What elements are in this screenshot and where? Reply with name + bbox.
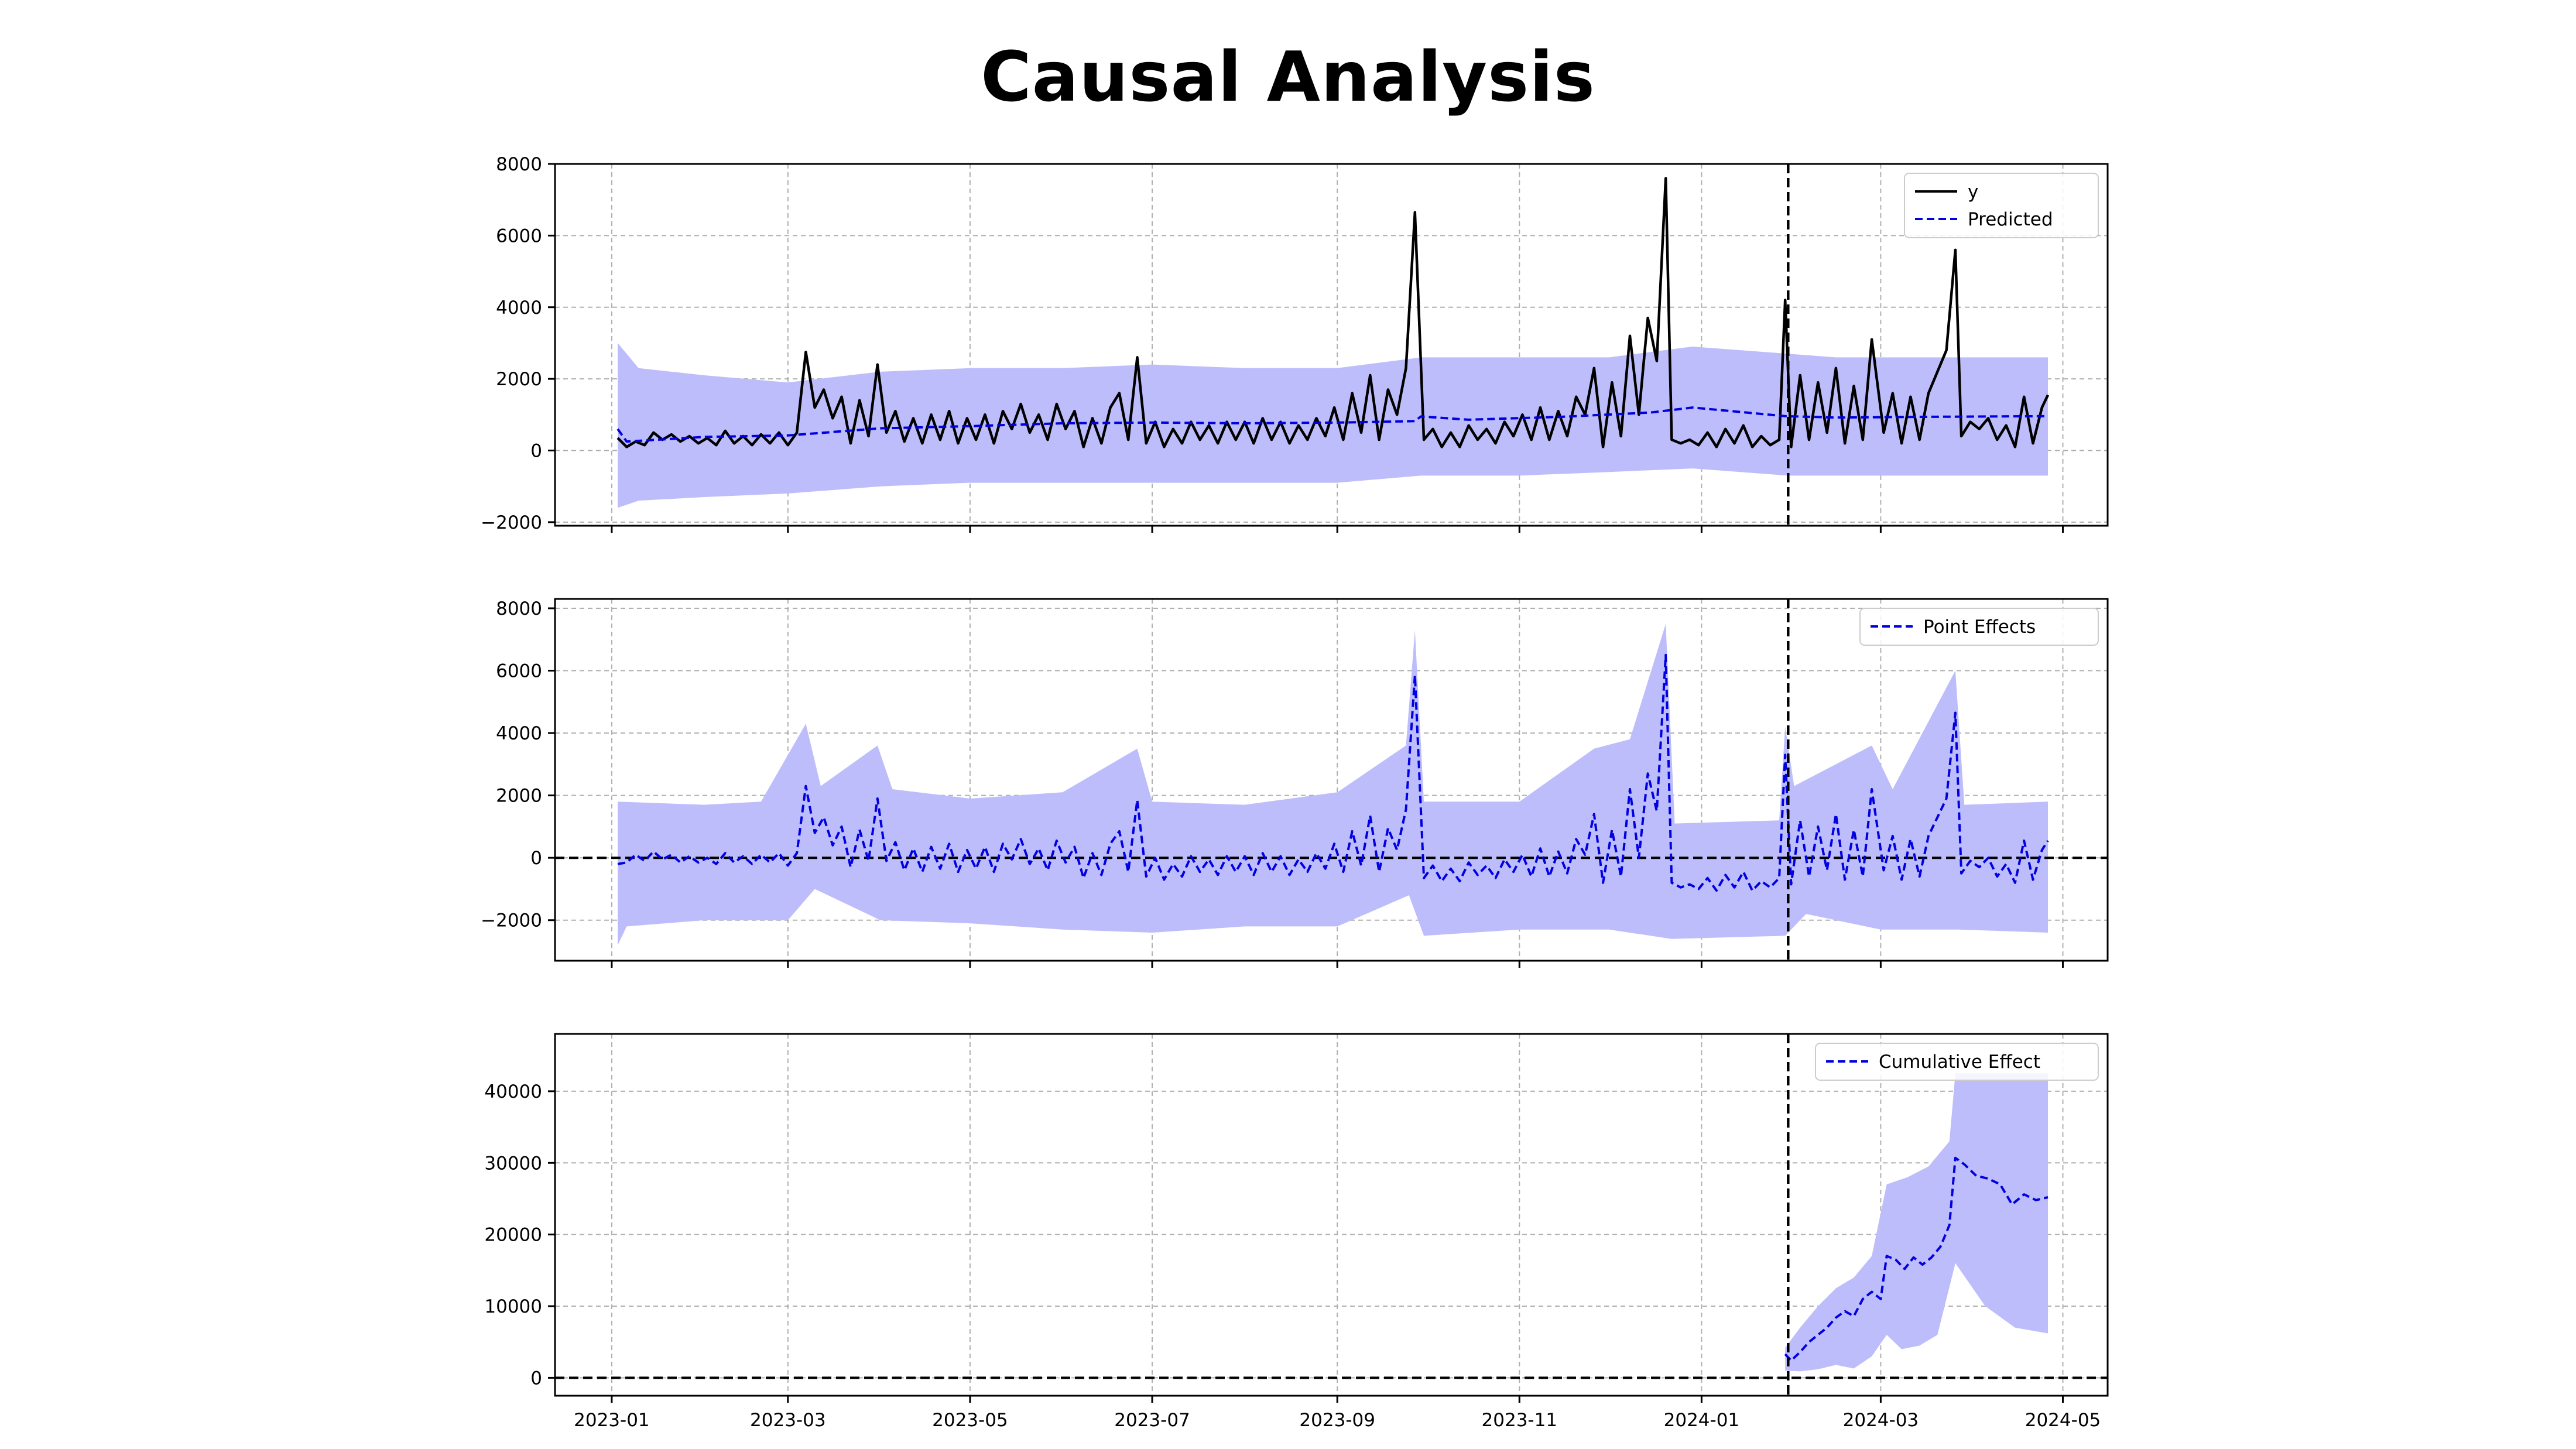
legend: Cumulative Effect [1815,1043,2099,1081]
legend-box [1859,608,2099,646]
y-tick-label: 8000 [496,598,542,619]
y-tick-label: −2000 [481,910,542,931]
y-tick-label: 6000 [496,661,542,682]
x-tick-label: 2024-03 [1843,1410,1919,1431]
series-line-cumulative-effect [1784,1156,2049,1362]
x-tick-label: 2024-01 [1664,1410,1740,1431]
axes-frame [554,1033,2109,1397]
legend: y Predicted [1904,173,2099,238]
panel-cumulative-effect: 0 10000 20000 30000 40000 2023-01 2023-03 2023-… [484,1033,2109,1431]
confidence-band [618,342,2048,508]
legend: Point Effects [1859,608,2099,646]
y-tick-label: 2000 [496,786,542,807]
legend-box [1904,173,2099,238]
confidence-band [618,624,2048,946]
y-tick-label: 0 [530,441,542,462]
y-tick-label: −2000 [481,512,542,533]
y-tick-label: 0 [530,848,542,869]
axes-frame [554,598,2109,962]
panel-point-effects: −2000 0 2000 4000 6000 8000 Point Effects [481,598,2109,968]
y-tick-label: 10000 [484,1296,542,1317]
axes-frame [554,163,2109,527]
legend-label: Predicted [1968,209,2053,230]
x-tick-label: 2023-01 [574,1410,650,1431]
confidence-band [1785,1073,2048,1372]
y-tick-label: 40000 [484,1081,542,1102]
x-tick-label: 2023-07 [1114,1410,1190,1431]
x-tick-label: 2023-05 [932,1410,1008,1431]
y-tick-label: 4000 [496,297,542,318]
y-tick-label: 4000 [496,723,542,744]
x-tick-label: 2023-09 [1299,1410,1375,1431]
series-line-predicted [616,406,2049,443]
y-tick-label: 6000 [496,225,542,246]
legend-box [1815,1043,2099,1081]
x-tick-label: 2023-03 [750,1410,826,1431]
series-line-point-effects [617,653,2049,892]
y-tick-label: 30000 [484,1153,542,1174]
y-tick-label: 8000 [496,154,542,175]
y-tick-label: 0 [530,1368,542,1389]
legend-label: Point Effects [1923,616,2036,638]
y-tick-label: 2000 [496,369,542,390]
legend-label: y [1968,181,1978,203]
x-tick-label: 2024-05 [2025,1410,2101,1431]
legend-label: Cumulative Effect [1879,1051,2040,1073]
x-tick-label: 2023-11 [1482,1410,1558,1431]
y-tick-label: 20000 [484,1225,542,1246]
panel-observed-vs-predicted: −2000 0 2000 4000 6000 8000 y Predicted [481,154,2109,533]
page-title: Causal Analysis [981,36,1595,117]
